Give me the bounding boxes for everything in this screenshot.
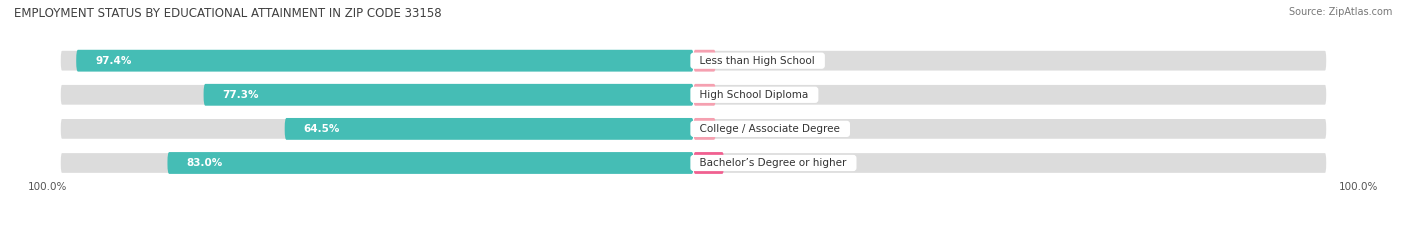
Text: EMPLOYMENT STATUS BY EDUCATIONAL ATTAINMENT IN ZIP CODE 33158: EMPLOYMENT STATUS BY EDUCATIONAL ATTAINM… xyxy=(14,7,441,20)
FancyBboxPatch shape xyxy=(693,50,716,72)
Text: Bachelor’s Degree or higher: Bachelor’s Degree or higher xyxy=(693,158,853,168)
Text: 0.0%: 0.0% xyxy=(728,124,755,134)
Text: College / Associate Degree: College / Associate Degree xyxy=(693,124,846,134)
Text: 4.8%: 4.8% xyxy=(737,158,763,168)
Text: 77.3%: 77.3% xyxy=(222,90,259,100)
Text: 100.0%: 100.0% xyxy=(28,182,67,192)
FancyBboxPatch shape xyxy=(284,118,693,140)
FancyBboxPatch shape xyxy=(167,152,693,174)
FancyBboxPatch shape xyxy=(59,152,693,174)
Text: 64.5%: 64.5% xyxy=(304,124,340,134)
FancyBboxPatch shape xyxy=(204,84,693,106)
FancyBboxPatch shape xyxy=(693,152,1327,174)
Text: 83.0%: 83.0% xyxy=(187,158,222,168)
FancyBboxPatch shape xyxy=(693,84,1327,106)
Text: 0.0%: 0.0% xyxy=(728,56,755,66)
FancyBboxPatch shape xyxy=(693,50,1327,72)
Text: 0.0%: 0.0% xyxy=(728,90,755,100)
FancyBboxPatch shape xyxy=(59,50,693,72)
Text: High School Diploma: High School Diploma xyxy=(693,90,815,100)
FancyBboxPatch shape xyxy=(76,50,693,72)
FancyBboxPatch shape xyxy=(693,118,1327,140)
FancyBboxPatch shape xyxy=(59,84,693,106)
Text: 100.0%: 100.0% xyxy=(1339,182,1378,192)
FancyBboxPatch shape xyxy=(693,84,716,106)
Text: Source: ZipAtlas.com: Source: ZipAtlas.com xyxy=(1288,7,1392,17)
FancyBboxPatch shape xyxy=(693,152,724,174)
Text: Less than High School: Less than High School xyxy=(693,56,821,66)
FancyBboxPatch shape xyxy=(59,118,693,140)
FancyBboxPatch shape xyxy=(693,118,716,140)
Text: 97.4%: 97.4% xyxy=(96,56,132,66)
